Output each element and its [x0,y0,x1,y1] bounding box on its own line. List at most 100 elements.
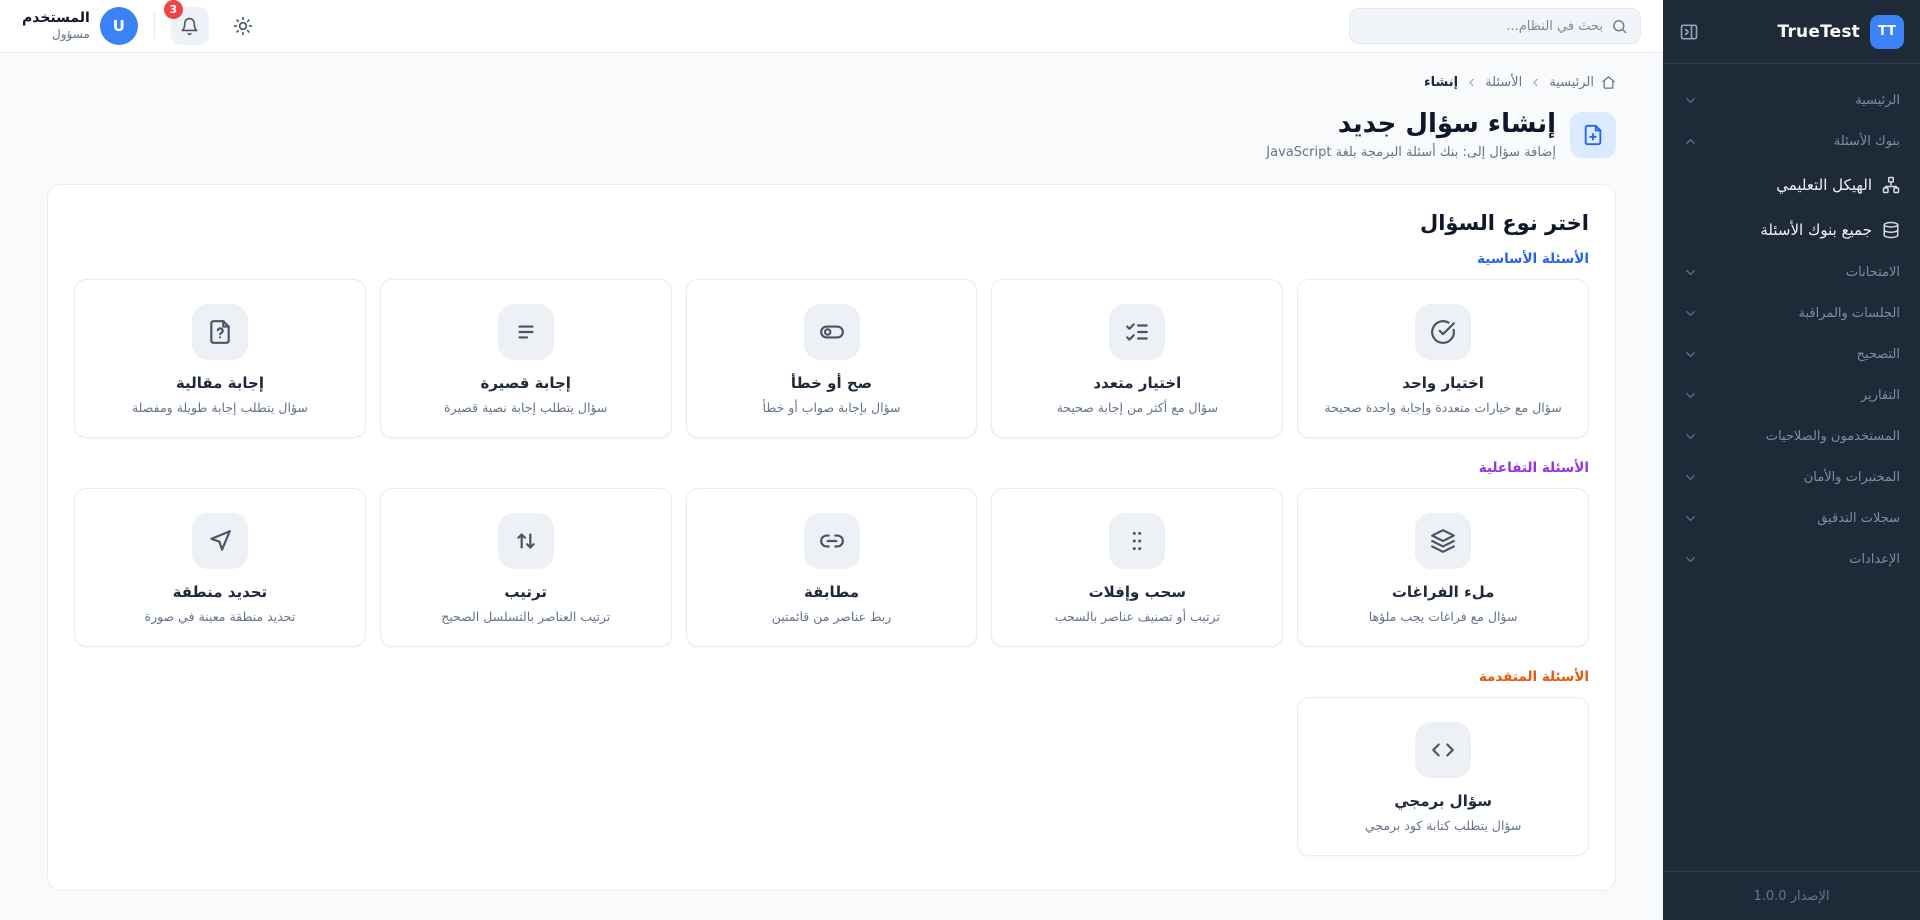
question-type-card-ترتيب[interactable]: ترتيب ترتيب العناصر بالتسلسل الصحيح [379,488,672,648]
sidebar-item-label: الامتحانات [1845,265,1900,280]
chevron-left-icon [1465,76,1478,89]
home-icon[interactable] [1601,75,1616,90]
card-title: اختيار واحد [1402,373,1484,392]
page-content: الرئيسية الأسئلة إنشاء إنشاء سؤال جديد إ… [0,53,1663,920]
sidebar-item-المستخدمون والصلاحيات[interactable]: المستخدمون والصلاحيات [1663,416,1920,457]
code-icon [1415,722,1472,779]
card-title: صح أو خطأ [790,373,873,392]
breadcrumb-home[interactable]: الرئيسية [1549,75,1594,90]
question-type-panel: اختر نوع السؤال الأسئلة الأساسية اختيار … [47,183,1616,892]
sidebar-item-label: بنوك الأسئلة [1833,134,1900,149]
sidebar-subitem-الهيكل التعليمي[interactable]: الهيكل التعليمي [1663,162,1920,207]
bell-icon [180,17,199,36]
card-description: سؤال يتطلب إجابة نصية قصيرة [444,399,608,415]
file-plus-icon [1570,111,1616,158]
card-title: سؤال برمجي [1394,792,1492,811]
question-type-card-اختيار واحد[interactable]: اختيار واحد سؤال مع خيارات متعددة وإجابة… [1297,278,1589,439]
question-type-card-مطابقة[interactable]: مطابقة ربط عناصر من قائمتين [685,488,978,648]
file-question-icon [191,303,248,360]
sidebar-item-سجلات التدقيق[interactable]: سجلات التدقيق [1663,498,1920,539]
app-version: الإصدار 1.0.0 [1753,888,1830,904]
question-section: الأسئلة التفاعلية ملء الفراغات سؤال مع ف… [74,460,1589,648]
grip-icon [1109,513,1166,570]
main-area: 3 U المستخدم مسؤول الرئيسية الأسئلة [0,0,1663,920]
sidebar-item-الرئيسية[interactable]: الرئيسية [1663,80,1920,121]
question-type-card-اختيار متعدد[interactable]: اختيار متعدد سؤال مع أكثر من إجابة صحيحة [991,278,1284,439]
card-title: سحب وإفلات [1088,583,1187,602]
question-type-card-إجابة قصيرة[interactable]: إجابة قصيرة سؤال يتطلب إجابة نصية قصيرة [379,278,672,439]
card-title: إجابة مقالية [175,373,264,392]
sidebar-item-label: الرئيسية [1855,93,1900,108]
question-type-card-ملء الفراغات[interactable]: ملء الفراغات سؤال مع فراغات يجب ملؤها [1297,488,1589,648]
notifications: 3 [163,0,209,45]
sidebar-item-بنوك الأسئلة[interactable]: بنوك الأسئلة [1663,121,1920,162]
question-type-card-إجابة مقالية[interactable]: إجابة مقالية سؤال يتطلب إجابة طويلة ومفص… [74,278,366,439]
pointer-icon [191,513,248,570]
card-description: سؤال يتطلب كتابة كود برمجي [1364,818,1522,834]
sidebar-item-label: سجلات التدقيق [1817,511,1900,526]
search-input[interactable] [1362,18,1603,34]
sidebar-item-label: الإعدادات [1849,552,1900,567]
sun-icon [233,16,253,36]
card-description: تحديد منطقة معينة في صورة [144,609,296,625]
sidebar-subitem-label: الهيكل التعليمي [1776,175,1872,194]
question-type-card-سحب وإفلات[interactable]: سحب وإفلات ترتيب أو تصنيف عناصر بالسحب [991,488,1284,648]
user-meta: المستخدم مسؤول [22,9,90,43]
chevron-down-icon [1683,511,1698,526]
sidebar-collapse-button[interactable] [1679,22,1699,42]
sidebar-item-الجلسات والمراقبة[interactable]: الجلسات والمراقبة [1663,293,1920,334]
chevron-down-icon [1683,93,1698,108]
chevron-left-icon [1529,76,1542,89]
question-type-card-تحديد منطقة[interactable]: تحديد منطقة تحديد منطقة معينة في صورة [74,488,366,648]
card-description: سؤال مع فراغات يجب ملؤها [1368,609,1518,625]
theme-toggle-button[interactable] [225,8,261,44]
page-subtitle: إضافة سؤال إلى: بنك أسئلة البرمجة بلغة J… [1266,144,1556,160]
cards-grid: ملء الفراغات سؤال مع فراغات يجب ملؤها سح… [74,488,1589,648]
sidebar-footer: الإصدار 1.0.0 [1663,871,1920,920]
sidebar: TT TrueTest الرئيسية بنوك الأسئلة الهيكل… [1663,0,1920,920]
breadcrumb-current: إنشاء [1424,75,1459,90]
header-divider [153,13,155,39]
global-search[interactable] [1349,8,1641,44]
section-label: الأسئلة الأساسية [1477,250,1589,267]
layers-icon [1415,513,1472,570]
sidebar-nav: الرئيسية بنوك الأسئلة الهيكل التعليمي جم… [1663,64,1920,871]
chevron-down-icon [1683,388,1698,403]
card-description: ترتيب العناصر بالتسلسل الصحيح [441,609,611,625]
search-icon [1611,18,1628,35]
card-title: مطابقة [803,583,860,602]
list-checks-icon [1109,303,1166,360]
card-title: ترتيب [504,583,548,602]
sidebar-header: TT TrueTest [1663,0,1920,64]
chevron-down-icon [1683,429,1698,444]
page-title-block: إنشاء سؤال جديد إضافة سؤال إلى: بنك أسئل… [1266,109,1556,160]
section-label: الأسئلة المتقدمة [1478,669,1589,686]
sidebar-item-الإعدادات[interactable]: الإعدادات [1663,539,1920,580]
question-sections: الأسئلة الأساسية اختيار واحد سؤال مع خيا… [74,250,1589,857]
chevron-down-icon [1683,347,1698,362]
sidebar-subitem-جميع بنوك الأسئلة[interactable]: جميع بنوك الأسئلة [1663,207,1920,252]
card-description: سؤال مع أكثر من إجابة صحيحة [1056,399,1219,415]
circle-check-icon [1415,303,1472,360]
sidebar-item-التقارير[interactable]: التقارير [1663,375,1920,416]
question-type-card-صح أو خطأ[interactable]: صح أو خطأ سؤال بإجابة صواب أو خطأ [685,278,978,439]
card-title: اختيار متعدد [1093,373,1182,392]
chevron-down-icon [1683,470,1698,485]
card-title: إجابة قصيرة [480,373,571,392]
card-title: تحديد منطقة [172,583,268,602]
chevron-down-icon [1683,306,1698,321]
app-logo: TT [1870,14,1904,49]
chevron-down-icon [1683,552,1698,567]
breadcrumb-questions[interactable]: الأسئلة [1485,75,1523,90]
cards-grid: سؤال برمجي سؤال يتطلب كتابة كود برمجي [74,697,1589,857]
page-title: إنشاء سؤال جديد [1337,109,1556,139]
sidebar-item-المختبرات والأمان[interactable]: المختبرات والأمان [1663,457,1920,498]
question-type-card-سؤال برمجي[interactable]: سؤال برمجي سؤال يتطلب كتابة كود برمجي [1297,697,1589,857]
sidebar-item-label: التقارير [1860,388,1900,403]
database-icon [1882,221,1900,239]
sidebar-item-التصحيح[interactable]: التصحيح [1663,334,1920,375]
user-menu[interactable]: U المستخدم مسؤول [22,7,138,45]
panel-heading: اختر نوع السؤال [1419,210,1589,235]
cards-grid: اختيار واحد سؤال مع خيارات متعددة وإجابة… [74,278,1589,439]
sidebar-item-الامتحانات[interactable]: الامتحانات [1663,252,1920,293]
